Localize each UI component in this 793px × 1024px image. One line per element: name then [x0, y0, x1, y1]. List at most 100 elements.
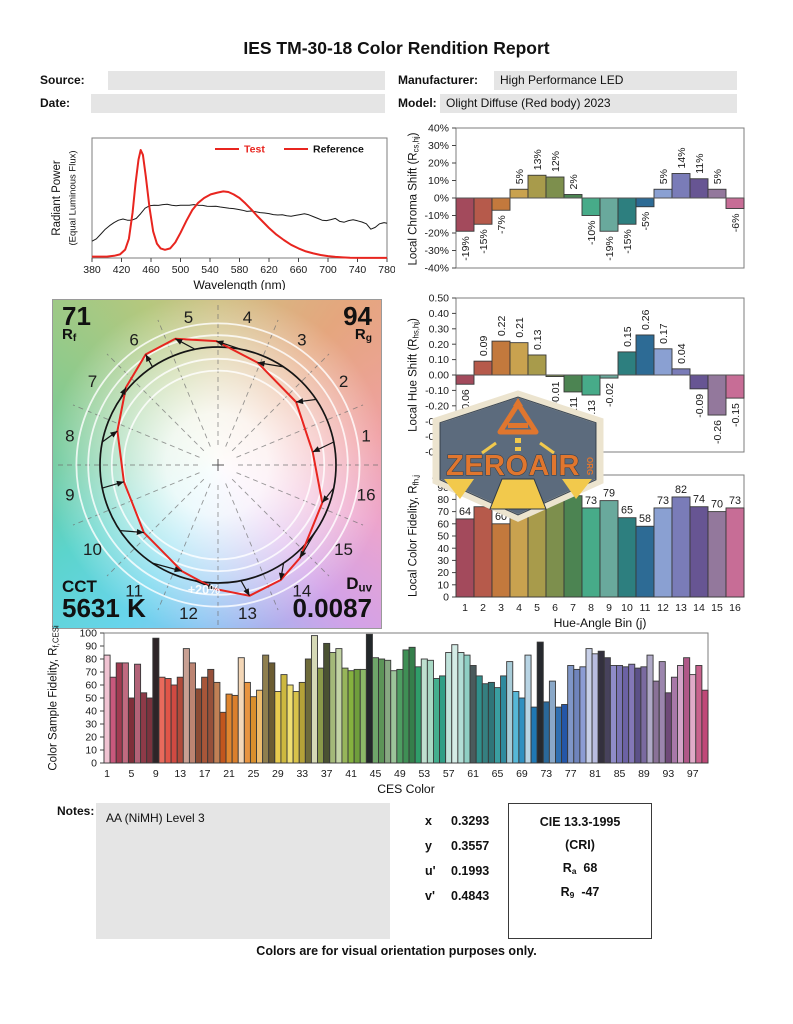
- svg-text:0: 0: [443, 592, 449, 604]
- svg-text:20%: 20%: [428, 158, 449, 170]
- svg-text:60: 60: [85, 680, 97, 692]
- svg-text:-0.02: -0.02: [604, 383, 616, 407]
- svg-text:2%: 2%: [568, 174, 580, 189]
- spd-y-axis-subtitle: (Equal Luminous Flux): [67, 150, 79, 246]
- reference-circle: [99, 346, 337, 584]
- source-label: Source:: [40, 73, 85, 87]
- svg-text:20: 20: [437, 567, 449, 579]
- svg-text:10: 10: [437, 579, 449, 591]
- svg-text:CES Color: CES Color: [377, 782, 435, 796]
- svg-text:0.40: 0.40: [429, 308, 450, 320]
- svg-text:40%: 40%: [428, 123, 449, 135]
- zeroair-text: ZEROAIR: [446, 450, 580, 482]
- svg-text:620: 620: [260, 264, 278, 276]
- local_chroma_shift-value-labels: -19% -15% -7% 5% 13% 12% 2% -10% -19% -15% -5% 5% 14…: [460, 147, 742, 260]
- duv-readout: Duv 0.0087: [292, 575, 372, 622]
- svg-text:Wavelength (nm): Wavelength (nm): [193, 278, 285, 290]
- svg-text:80: 80: [437, 494, 449, 506]
- svg-text:80: 80: [85, 654, 97, 666]
- svg-text:21: 21: [223, 768, 235, 780]
- svg-text:12: 12: [657, 602, 669, 614]
- notes-text: AA (NiMH) Level 3: [106, 811, 205, 825]
- chromaticity-row-y: y 0.3557: [425, 838, 490, 853]
- svg-text:53: 53: [418, 768, 430, 780]
- svg-text:Reference: Reference: [313, 144, 364, 156]
- svg-text:14: 14: [292, 582, 311, 601]
- rg-readout: 94 Rg: [343, 303, 372, 344]
- svg-text:5%: 5%: [514, 169, 526, 184]
- badge-shield-shape: [432, 390, 604, 522]
- svg-text:1: 1: [361, 427, 370, 446]
- svg-text:13%: 13%: [532, 149, 544, 170]
- svg-text:-15%: -15%: [478, 229, 490, 254]
- svg-text:420: 420: [113, 264, 131, 276]
- cri-box: CIE 13.3-1995 (CRI) Ra 68 R9 -47: [508, 803, 652, 939]
- svg-text:11: 11: [640, 602, 651, 614]
- rf-symbol: Rf: [62, 325, 77, 344]
- svg-text:2: 2: [480, 602, 486, 614]
- chromaticity-row-v: v' 0.4843: [425, 888, 490, 903]
- svg-text:90: 90: [85, 641, 97, 653]
- a-emblem-icon: [497, 398, 539, 435]
- svg-text:97: 97: [687, 768, 699, 780]
- svg-text:65: 65: [621, 505, 633, 517]
- svg-text:93: 93: [662, 768, 674, 780]
- svg-text:8: 8: [588, 602, 594, 614]
- cri-ra-row: Ra 68: [562, 861, 598, 876]
- svg-text:660: 660: [290, 264, 308, 276]
- svg-text:12%: 12%: [550, 151, 562, 172]
- road-rays-icon: [481, 438, 555, 455]
- svg-text:85: 85: [614, 768, 626, 780]
- svg-text:41: 41: [345, 768, 357, 780]
- svg-text:79: 79: [603, 488, 615, 500]
- svg-text:73: 73: [540, 768, 552, 780]
- local-hue-shift-chart: -0.50-0.40-0.30-0.20-0.100.000.100.200.3…: [425, 293, 745, 459]
- svg-text:16: 16: [357, 485, 376, 504]
- chroma-y-axis-title: Local Chroma Shift (Rcs,hj): [407, 132, 421, 266]
- date-label: Date:: [40, 96, 71, 110]
- svg-text:30: 30: [85, 719, 97, 731]
- test-curve: [92, 149, 387, 259]
- svg-text:16: 16: [729, 602, 741, 614]
- svg-text:-0.09: -0.09: [694, 394, 706, 418]
- svg-text:73: 73: [585, 495, 597, 507]
- svg-text:70: 70: [85, 667, 97, 679]
- rf-readout: 71 Rf: [62, 303, 91, 344]
- svg-text:-20%: -20%: [424, 228, 449, 240]
- svg-text:30: 30: [437, 555, 449, 567]
- svg-text:13: 13: [174, 768, 186, 780]
- svg-text:82: 82: [675, 484, 687, 496]
- svg-text:9: 9: [153, 768, 159, 780]
- svg-text:-0.26: -0.26: [712, 420, 724, 444]
- svg-text:65: 65: [492, 768, 504, 780]
- svg-text:4: 4: [516, 602, 522, 614]
- color-vector-graphic: 1 2 3 4 5 6 7 8 9 10 11 12 13 14 15 16 +20% 71 Rf 94 Rg …: [52, 299, 382, 629]
- cri-subtitle: (CRI): [565, 838, 595, 852]
- svg-text:-30%: -30%: [424, 245, 449, 257]
- svg-text:100: 100: [79, 628, 97, 640]
- svg-text:6: 6: [552, 602, 558, 614]
- local_chroma_shift-bars: [455, 173, 745, 232]
- svg-text:60: 60: [437, 518, 449, 530]
- footer-disclaimer: Colors are for visual orientation purpos…: [256, 944, 537, 958]
- svg-text:5: 5: [534, 602, 540, 614]
- svg-text:70: 70: [711, 499, 723, 511]
- svg-text:1: 1: [462, 602, 468, 614]
- svg-text:-0.20: -0.20: [425, 400, 449, 412]
- svg-text:29: 29: [272, 768, 284, 780]
- svg-text:500: 500: [172, 264, 190, 276]
- rg-symbol: Rg: [354, 325, 372, 344]
- reference-curve: [91, 203, 388, 242]
- svg-text:0%: 0%: [434, 193, 449, 205]
- zeroair-watermark-badge: ZEROAIR ORG: [432, 390, 604, 522]
- svg-text:-7%: -7%: [496, 215, 508, 234]
- manufacturer-label: Manufacturer:: [398, 73, 479, 87]
- svg-text:0: 0: [91, 758, 97, 770]
- local-color-fidelity-chart: 0102030405060708090100647460677482837379…: [431, 470, 745, 630]
- svg-text:3: 3: [297, 330, 306, 349]
- svg-text:-0.10: -0.10: [425, 385, 449, 397]
- svg-text:Hue-Angle Bin (j): Hue-Angle Bin (j): [554, 616, 647, 630]
- svg-text:6: 6: [129, 330, 138, 349]
